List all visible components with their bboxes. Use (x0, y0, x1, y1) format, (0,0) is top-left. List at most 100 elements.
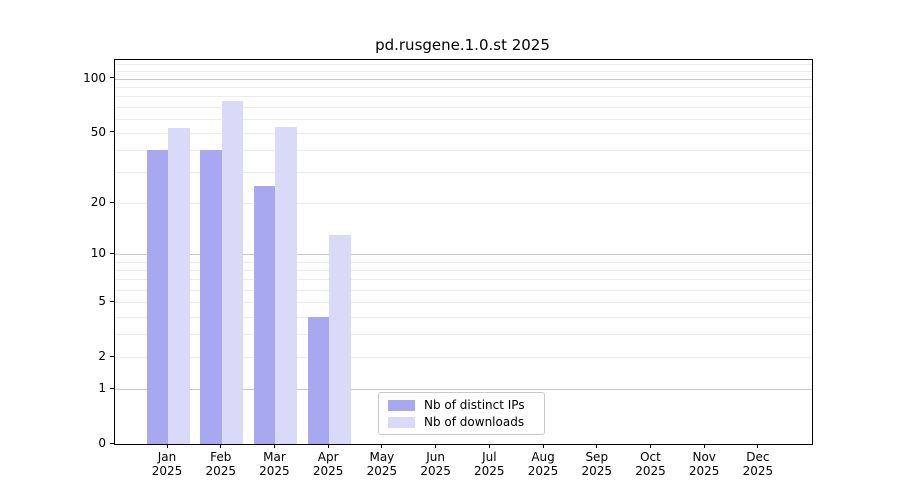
y-axis-tick (110, 355, 114, 357)
legend: Nb of distinct IPs Nb of downloads (378, 392, 545, 435)
month-label: Mar (263, 450, 286, 464)
grid-line-minor (115, 87, 812, 88)
bar-distinct-ips (200, 150, 222, 444)
grid-line-minor (115, 279, 812, 281)
y-axis-tick-label: 5 (98, 294, 106, 309)
x-axis-tick (220, 444, 222, 448)
year-label: 2025 (259, 464, 290, 478)
year-label: 2025 (635, 464, 666, 478)
x-axis-tick (381, 444, 383, 448)
grid-line-minor (115, 203, 812, 205)
y-axis-tick (110, 201, 114, 203)
y-axis-tick-label: 20 (90, 195, 106, 210)
grid-line-minor (115, 64, 812, 66)
month-label: Jan (157, 450, 177, 464)
grid-line-minor (115, 289, 812, 291)
x-axis-tick-label: Aug 2025 (513, 450, 573, 478)
grid-line-minor (115, 270, 812, 272)
grid-line-minor (115, 106, 812, 108)
year-label: 2025 (420, 464, 451, 478)
legend-label: Nb of distinct IPs (424, 398, 525, 412)
grid-line-minor (115, 172, 812, 174)
legend-item: Nb of distinct IPs (388, 398, 535, 412)
grid-line-minor (115, 71, 812, 73)
month-label: Jul (482, 450, 497, 464)
x-axis-tick-label: Mar 2025 (244, 450, 304, 478)
y-axis-tick-label: 50 (90, 124, 106, 139)
x-axis-tick (649, 444, 651, 448)
grid-line-minor (115, 334, 812, 336)
month-label: Apr (317, 450, 339, 464)
x-axis-tick-label: Apr 2025 (298, 450, 358, 478)
x-axis-tick-label: Jun 2025 (406, 450, 466, 478)
y-axis-tick (110, 77, 114, 79)
year-label: 2025 (742, 464, 774, 478)
bar-downloads (275, 126, 297, 444)
y-axis-tick-label: 1 (98, 381, 106, 396)
legend-item: Nb of downloads (388, 415, 535, 429)
bar-distinct-ips (307, 316, 330, 444)
x-axis-tick (757, 444, 759, 448)
x-axis-tick-label: Oct 2025 (620, 450, 680, 478)
x-axis-tick (435, 444, 437, 448)
x-axis-tick (703, 444, 705, 448)
grid-line-minor (115, 302, 812, 304)
x-axis-tick-label: Sep 2025 (567, 450, 627, 478)
grid-line-minor (115, 261, 812, 263)
year-label: 2025 (205, 464, 236, 478)
y-axis-tick-label: 0 (98, 436, 106, 450)
bar-downloads (221, 101, 244, 444)
x-axis-tick (166, 444, 168, 448)
y-axis-tick (110, 387, 114, 389)
x-axis-tick-label: Dec 2025 (728, 450, 788, 478)
y-axis-tick-label: 100 (83, 70, 106, 85)
year-label: 2025 (366, 464, 398, 478)
year-label: 2025 (581, 464, 613, 478)
grid-line-major (115, 254, 812, 256)
x-axis-tick (327, 444, 329, 448)
legend-label: Nb of downloads (424, 415, 525, 429)
year-label: 2025 (151, 464, 183, 478)
grid-line-minor (115, 150, 812, 152)
y-axis-tick (110, 300, 114, 302)
grid-line-minor (115, 96, 812, 98)
month-label: Feb (210, 450, 232, 464)
month-label: Nov (692, 450, 716, 464)
month-label: Oct (640, 450, 661, 464)
year-label: 2025 (527, 464, 559, 478)
x-axis-tick-label: Nov 2025 (674, 450, 734, 478)
grid-line-minor (115, 132, 812, 134)
x-axis-tick (596, 444, 598, 448)
y-axis-tick (110, 252, 114, 254)
x-axis-tick (488, 444, 490, 448)
bar-distinct-ips (146, 150, 168, 444)
grid-line-minor (115, 357, 812, 359)
grid-line-minor (115, 118, 812, 120)
y-axis-tick (110, 131, 114, 133)
grid-line-major (115, 389, 812, 391)
bar-downloads (329, 235, 351, 444)
year-label: 2025 (312, 464, 344, 478)
bar-downloads (168, 128, 190, 444)
month-label: Jun (426, 450, 445, 464)
y-axis-tick-label: 10 (90, 246, 106, 261)
plot-area (114, 59, 813, 445)
x-axis-tick-label: May 2025 (352, 450, 412, 478)
x-axis-tick-label: Jul 2025 (459, 450, 519, 478)
grid-line-minor (115, 316, 812, 318)
month-label: Dec (746, 450, 770, 464)
y-axis-tick (110, 442, 114, 444)
x-axis-tick-label: Feb 2025 (191, 450, 251, 478)
bar-distinct-ips (253, 186, 276, 444)
chart-title: pd.rusgene.1.0.st 2025 (375, 36, 550, 54)
legend-swatch-downloads (388, 416, 415, 428)
month-label: Aug (531, 450, 555, 464)
x-axis-tick (542, 444, 544, 448)
legend-swatch-distinct-ips (388, 399, 415, 411)
x-axis-tick (273, 444, 275, 448)
month-label: May (369, 450, 395, 464)
x-axis-tick-label: Jan 2025 (137, 450, 197, 478)
year-label: 2025 (688, 464, 720, 478)
month-label: Sep (585, 450, 609, 464)
